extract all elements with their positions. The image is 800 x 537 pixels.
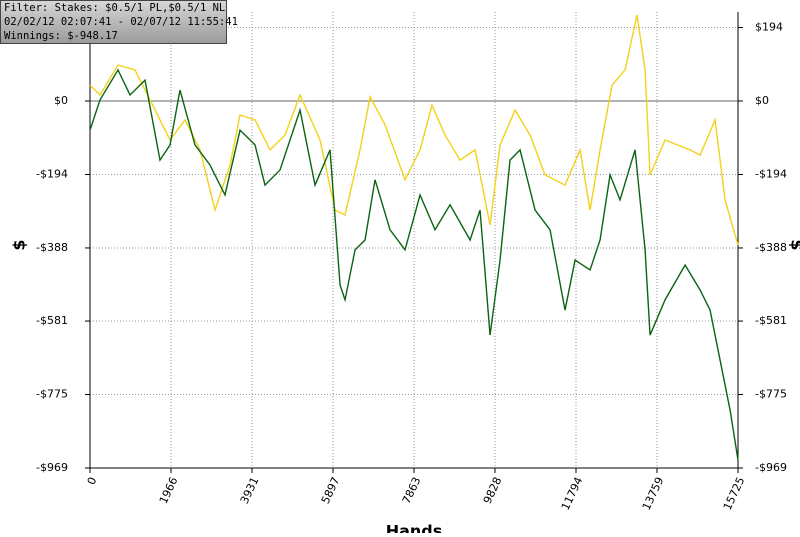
- info-box: Filter: Stakes: $0.5/1 PL,$0.5/1 NL 02/0…: [1, 1, 238, 44]
- y2-tick-label: -$969: [755, 461, 787, 474]
- y-tick-label: -$581: [36, 314, 68, 327]
- y2-tick-label: $0: [755, 94, 769, 107]
- y2-axis-label: $: [788, 239, 800, 250]
- x-axis-label: Hands: [386, 522, 443, 534]
- y2-tick-label: -$388: [755, 241, 787, 254]
- y2-tick-label: $194: [755, 21, 783, 34]
- info-line: Winnings: $-948.17: [4, 30, 118, 42]
- y-tick-label: -$388: [36, 241, 68, 254]
- info-line: 02/02/12 02:07:41 - 02/07/12 11:55:41: [4, 16, 238, 28]
- y-tick-label: -$969: [36, 461, 68, 474]
- y-axis-label: $: [10, 239, 29, 250]
- y-tick-label: -$775: [36, 388, 68, 401]
- y2-tick-label: -$581: [755, 314, 787, 327]
- y-tick-label: $0: [54, 94, 68, 107]
- info-line: Filter: Stakes: $0.5/1 PL,$0.5/1 NL: [4, 2, 225, 14]
- y2-tick-label: -$775: [755, 388, 787, 401]
- y-tick-label: -$194: [36, 167, 68, 180]
- y2-tick-label: -$194: [755, 167, 787, 180]
